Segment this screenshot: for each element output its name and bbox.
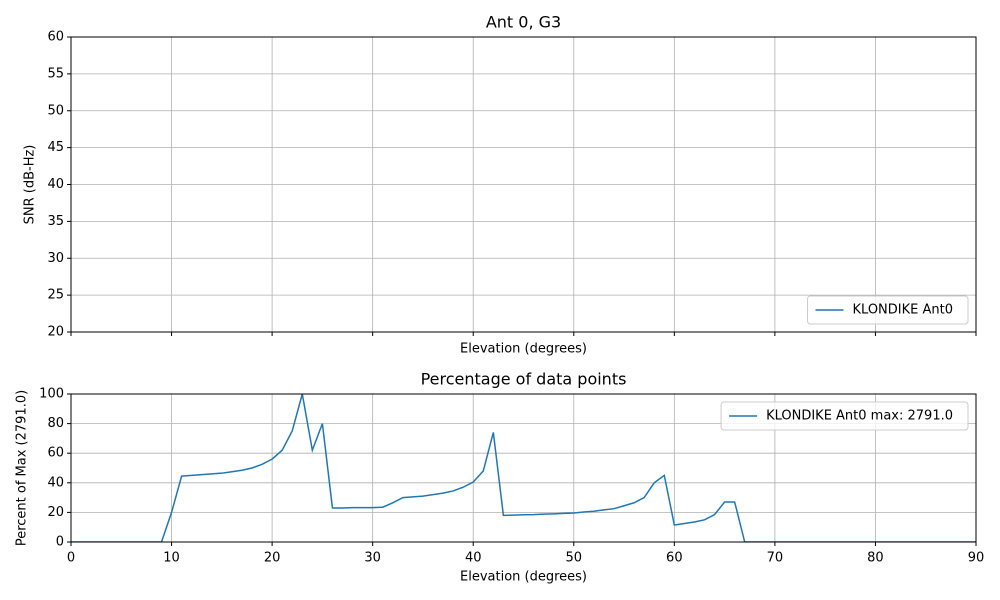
x-tick-label: 80: [867, 551, 884, 566]
data-line: [71, 394, 976, 542]
y-tick-label: 20: [47, 325, 64, 340]
y-tick-label: 35: [47, 214, 64, 229]
plot-frame: [70, 36, 977, 333]
y-tick-label: 40: [47, 177, 64, 192]
x-tick-label: 60: [666, 551, 683, 566]
chart-title: Percentage of data points: [421, 370, 627, 389]
y-tick-label: 60: [47, 30, 64, 45]
plot-frame: [70, 393, 977, 543]
x-tick-label: 0: [67, 551, 75, 566]
x-tick-label: 10: [163, 551, 180, 566]
y-tick-label: 80: [47, 416, 64, 431]
y-axis-label: Percent of Max (2791.0): [15, 390, 30, 546]
y-tick-label: 50: [47, 103, 64, 118]
chart-title: Ant 0, G3: [486, 13, 561, 32]
x-tick-label: 50: [566, 551, 583, 566]
x-axis-label: Elevation (degrees): [460, 570, 587, 585]
x-tick-label: 40: [465, 551, 482, 566]
y-tick-label: 55: [47, 66, 64, 81]
y-tick-label: 60: [47, 446, 64, 461]
y-tick-label: 25: [47, 288, 64, 303]
x-tick-label: 30: [364, 551, 381, 566]
y-tick-label: 40: [47, 475, 64, 490]
legend-label: KLONDIKE Ant0: [853, 303, 953, 318]
x-tick-label: 70: [767, 551, 784, 566]
y-tick-label: 20: [47, 505, 64, 520]
x-axis-label: Elevation (degrees): [460, 342, 587, 357]
y-tick-label: 45: [47, 140, 64, 155]
legend: KLONDIKE Ant0: [807, 295, 969, 325]
y-tick-label: 0: [56, 535, 64, 550]
legend-box: [807, 295, 969, 325]
y-tick-label: 100: [39, 387, 64, 402]
legend-label: KLONDIKE Ant0 max: 2791.0: [766, 409, 953, 424]
y-tick-label: 30: [47, 251, 64, 266]
legend: KLONDIKE Ant0 max: 2791.0: [720, 401, 969, 431]
x-tick-label: 20: [264, 551, 281, 566]
y-axis-label: SNR (dB-Hz): [23, 145, 38, 225]
x-tick-label: 90: [968, 551, 985, 566]
legend-box: [720, 401, 969, 431]
